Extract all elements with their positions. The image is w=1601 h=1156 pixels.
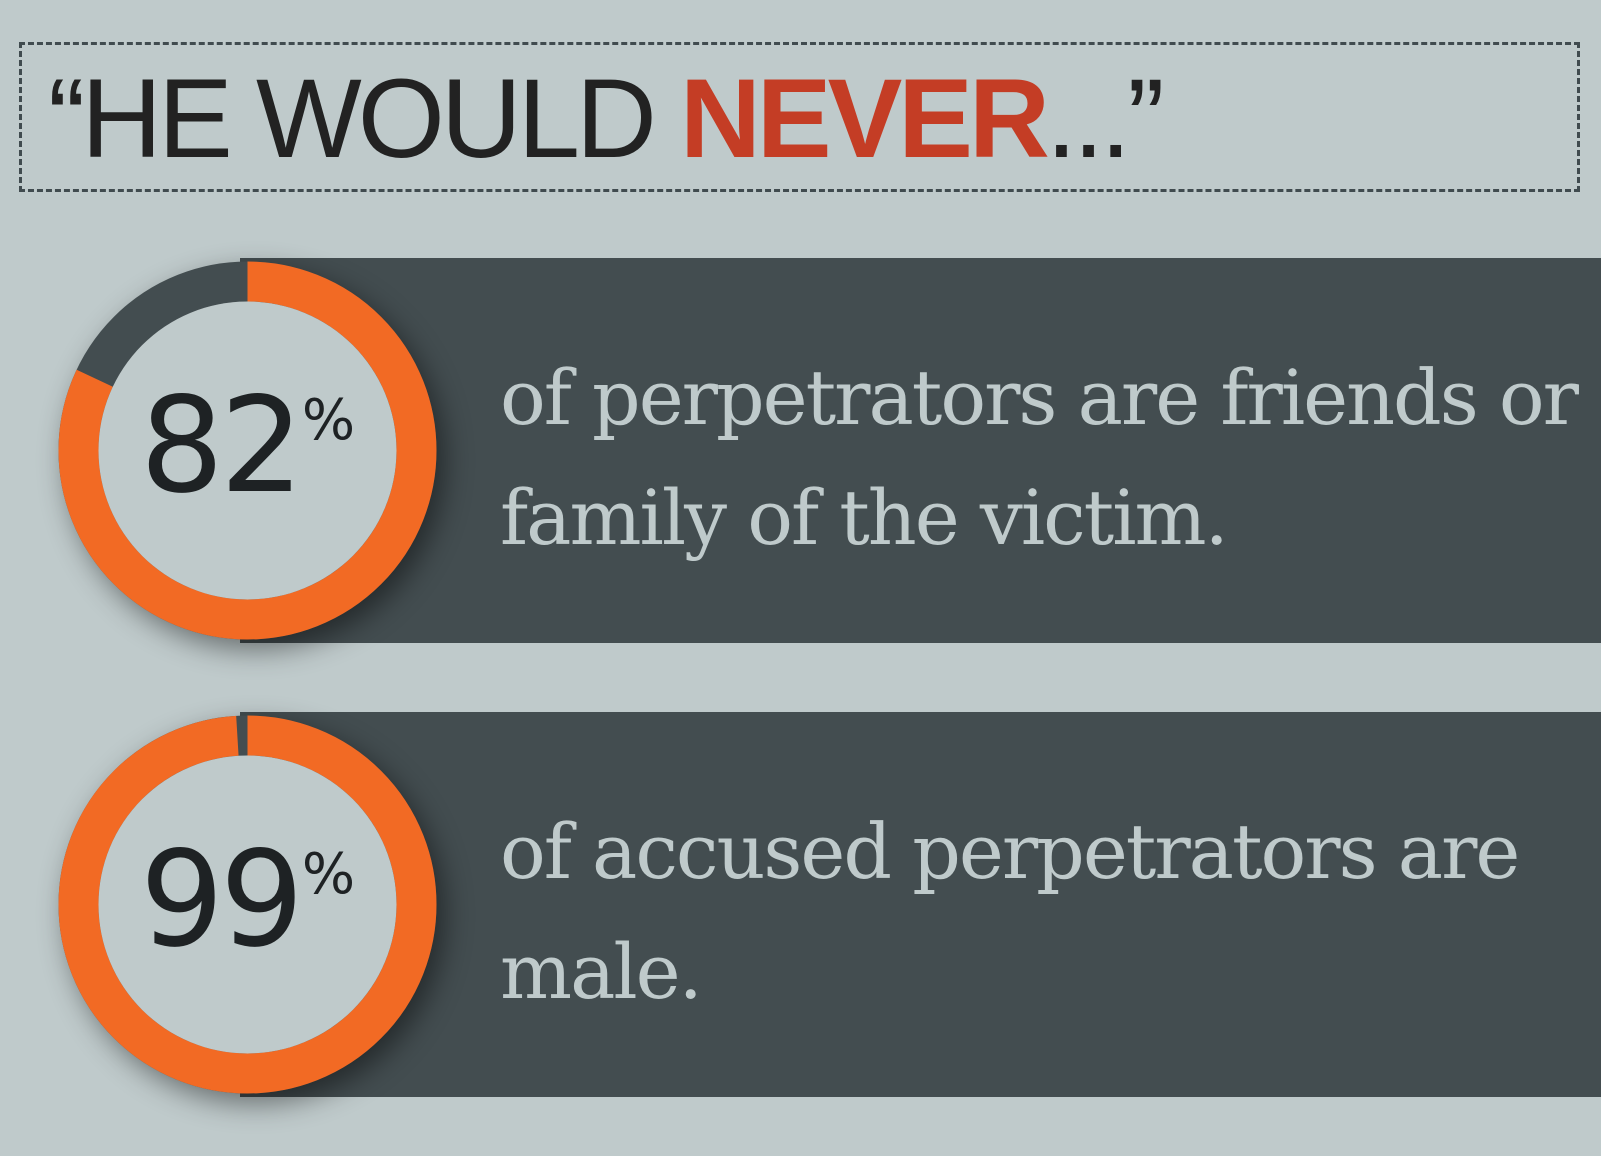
headline-open-quote: “ bbox=[48, 56, 85, 181]
percent-value: 82 bbox=[139, 369, 304, 523]
percent-unit: % bbox=[301, 842, 356, 907]
stat-row-friends-family: of perpetrators are friends or family of… bbox=[0, 258, 1601, 643]
stat-band bbox=[240, 712, 1601, 1097]
headline-close-quote: ” bbox=[1127, 56, 1164, 181]
headline-emphasis: NEVER bbox=[680, 56, 1050, 181]
stat-band bbox=[240, 258, 1601, 643]
percent-label: 99% bbox=[125, 830, 370, 970]
stat-row-male: of accused perpetrators are male. 99% bbox=[0, 712, 1601, 1097]
percent-unit: % bbox=[301, 388, 356, 453]
ring-center bbox=[98, 755, 397, 1054]
headline: “HE WOULD NEVER...” bbox=[48, 56, 1165, 181]
percent-label: 82% bbox=[125, 376, 370, 516]
percent-ring: 99% bbox=[55, 712, 440, 1097]
stat-description: of accused perpetrators are male. bbox=[500, 807, 1520, 1016]
stat-description: of perpetrators are friends or family of… bbox=[500, 353, 1579, 562]
headline-trail: ... bbox=[1045, 56, 1131, 181]
ring-fill bbox=[58, 261, 437, 640]
headline-frame: “HE WOULD NEVER...” bbox=[19, 42, 1580, 192]
ring-center bbox=[98, 301, 397, 600]
ring-fill bbox=[58, 715, 437, 1094]
percent-ring: 82% bbox=[55, 258, 440, 643]
percent-value: 99 bbox=[139, 823, 304, 977]
headline-lead: HE WOULD bbox=[81, 56, 680, 181]
percent-ring-graphic bbox=[58, 261, 437, 640]
percent-ring-graphic bbox=[58, 715, 437, 1094]
